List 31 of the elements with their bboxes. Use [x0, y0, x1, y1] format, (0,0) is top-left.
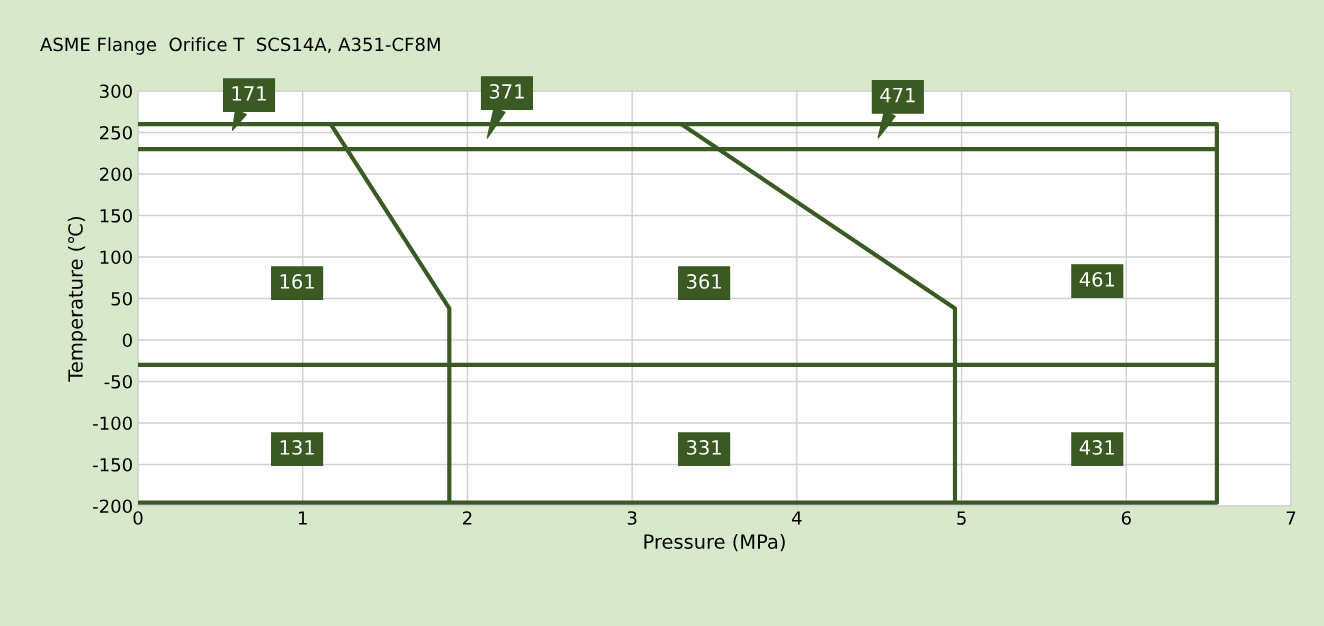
annotation: 171	[232, 86, 266, 101]
y-tick-label: -50	[104, 374, 132, 389]
x-tick-label: 6	[1121, 511, 1131, 525]
y-tick-label: 150	[100, 208, 132, 223]
annotation: 371	[489, 84, 524, 99]
x-tick-label: 3	[627, 511, 637, 525]
y-tick-label: 300	[100, 84, 132, 99]
x-tick-label: 5	[957, 511, 966, 525]
annotation: 361	[687, 274, 721, 289]
annotation: 471	[880, 88, 915, 103]
annotation: 131	[280, 440, 314, 455]
x-tick-label: 0	[133, 511, 143, 525]
y-tick-label: -150	[93, 457, 132, 472]
y-axis-title: Temperature (℃)	[67, 217, 87, 382]
chart-title: ASME Flange Orifice T SCS14A, A351-CF8M	[40, 37, 440, 55]
y-tick-label: 50	[111, 291, 132, 306]
x-axis-title: Pressure (MPa)	[644, 533, 785, 552]
annotation: 461	[1079, 272, 1115, 287]
x-tick-label: 1	[298, 511, 307, 525]
y-tick-label: 200	[100, 167, 132, 182]
annotation: 161	[280, 274, 314, 289]
x-tick-label: 2	[463, 511, 472, 525]
y-tick-label: 100	[100, 250, 132, 265]
x-tick-label: 4	[792, 511, 802, 525]
annotation: 431	[1079, 440, 1115, 455]
y-tick-label: 0	[122, 333, 132, 348]
x-tick-label: 7	[1286, 511, 1296, 525]
y-tick-label: -100	[93, 416, 132, 431]
y-tick-label: 250	[100, 125, 132, 140]
y-tick-label: -200	[93, 499, 132, 514]
annotation: 331	[687, 440, 721, 455]
